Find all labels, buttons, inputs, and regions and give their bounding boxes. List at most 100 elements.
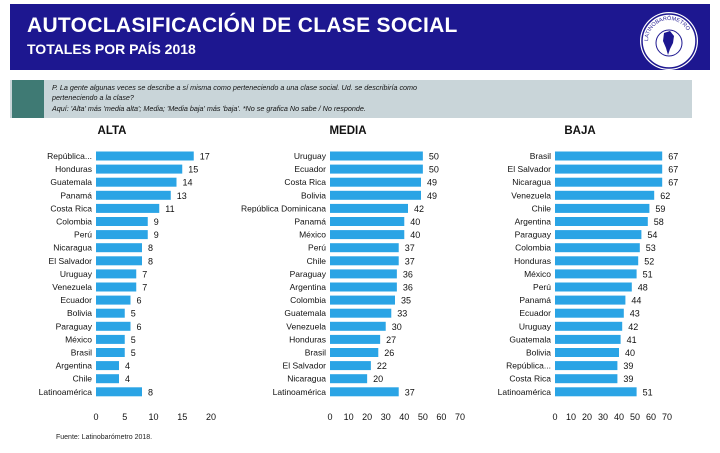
bar	[555, 334, 621, 344]
bar	[330, 256, 399, 266]
category-label: Costa Rica	[50, 203, 92, 213]
category-label: El Salvador	[283, 361, 327, 371]
tick-label: 70	[455, 412, 465, 422]
data-label: 35	[401, 296, 411, 306]
question-line-3: Aquí: 'Alta' más 'media alta'; Media; 'M…	[52, 104, 366, 113]
header-banner: AUTOCLASIFICACIÓN DE CLASE SOCIAL TOTALE…	[10, 4, 710, 70]
bar	[330, 230, 405, 240]
data-label: 36	[403, 269, 413, 279]
bar	[330, 203, 408, 213]
category-label: Latinoamérica	[498, 387, 552, 397]
bar	[330, 282, 397, 292]
bar	[330, 387, 399, 397]
category-label: Colombia	[515, 243, 551, 253]
bar	[555, 217, 648, 226]
source-note: Fuente: Latinobarómetro 2018.	[56, 434, 153, 441]
category-label: Paraguay	[56, 321, 93, 331]
category-label: El Salvador	[508, 164, 552, 174]
category-label: Guatemala	[50, 177, 92, 187]
tick-label: 10	[344, 412, 354, 422]
category-label: El Salvador	[49, 256, 93, 266]
bar	[96, 151, 194, 161]
category-label: Perú	[74, 230, 92, 240]
category-label: Brasil	[530, 151, 551, 161]
bar	[96, 256, 142, 266]
tick-label: 50	[630, 412, 640, 422]
data-label: 40	[410, 217, 420, 227]
bar	[555, 230, 642, 240]
question-box	[10, 80, 692, 118]
data-label: 7	[142, 269, 147, 279]
category-label: Latinoamérica	[39, 387, 93, 397]
data-label: 15	[188, 165, 198, 175]
bar	[555, 282, 632, 292]
tick-label: 20	[362, 412, 372, 422]
data-label: 37	[405, 256, 415, 266]
data-label: 59	[655, 204, 665, 214]
data-label: 4	[125, 374, 130, 384]
bar	[555, 151, 663, 161]
bar	[555, 269, 637, 279]
bar	[555, 256, 639, 266]
bar	[330, 164, 423, 174]
bar	[330, 190, 421, 200]
category-label: Bolivia	[67, 308, 92, 318]
latinobarometro-logo: LATINOBARÓMETRO	[640, 12, 698, 70]
bar	[330, 177, 421, 187]
bar	[330, 374, 368, 384]
bar	[330, 334, 381, 344]
bar	[96, 361, 119, 371]
tick-label: 20	[206, 412, 216, 422]
category-label: Costa Rica	[509, 374, 551, 384]
tick-label: 30	[598, 412, 608, 422]
tick-label: 5	[122, 412, 127, 422]
data-label: 67	[668, 165, 678, 175]
data-label: 4	[125, 361, 130, 371]
category-label: Ecuador	[294, 164, 326, 174]
bar	[96, 243, 142, 253]
tick-label: 0	[552, 412, 557, 422]
bar	[96, 387, 142, 397]
bar	[330, 243, 399, 253]
data-label: 11	[165, 204, 174, 214]
bar	[555, 321, 623, 331]
category-label: Guatemala	[284, 308, 326, 318]
data-label: 49	[427, 191, 437, 201]
tick-label: 60	[646, 412, 656, 422]
category-label: Uruguay	[60, 269, 93, 279]
data-label: 62	[660, 191, 670, 201]
bar	[96, 321, 131, 331]
data-label: 37	[405, 387, 415, 397]
bar	[330, 295, 395, 305]
category-label: Nicaragua	[512, 177, 551, 187]
data-label: 36	[403, 283, 413, 293]
bar	[330, 361, 371, 371]
category-label: Honduras	[289, 334, 326, 344]
tick-label: 40	[399, 412, 409, 422]
bar	[96, 374, 119, 384]
category-label: República...	[506, 361, 551, 371]
tick-label: 50	[418, 412, 428, 422]
data-label: 51	[643, 387, 653, 397]
data-label: 8	[148, 387, 153, 397]
tick-label: 30	[381, 412, 391, 422]
question-line-2: perteneciendo a la clase?	[52, 93, 134, 102]
tick-label: 20	[582, 412, 592, 422]
category-label: Panamá	[519, 295, 551, 305]
tick-label: 0	[327, 412, 332, 422]
bar	[555, 308, 624, 318]
bar	[555, 387, 637, 397]
bar	[330, 269, 397, 279]
chart-title: ALTA	[98, 125, 127, 137]
data-label: 20	[373, 374, 383, 384]
data-label: 27	[386, 335, 396, 345]
chart-title: MEDIA	[329, 125, 366, 137]
data-label: 67	[668, 152, 678, 162]
tick-label: 10	[148, 412, 158, 422]
category-label: Chile	[532, 203, 552, 213]
category-label: Latinoamérica	[273, 387, 327, 397]
data-label: 6	[137, 296, 142, 306]
bar	[330, 308, 392, 318]
data-label: 44	[631, 296, 641, 306]
category-label: Honduras	[514, 256, 551, 266]
